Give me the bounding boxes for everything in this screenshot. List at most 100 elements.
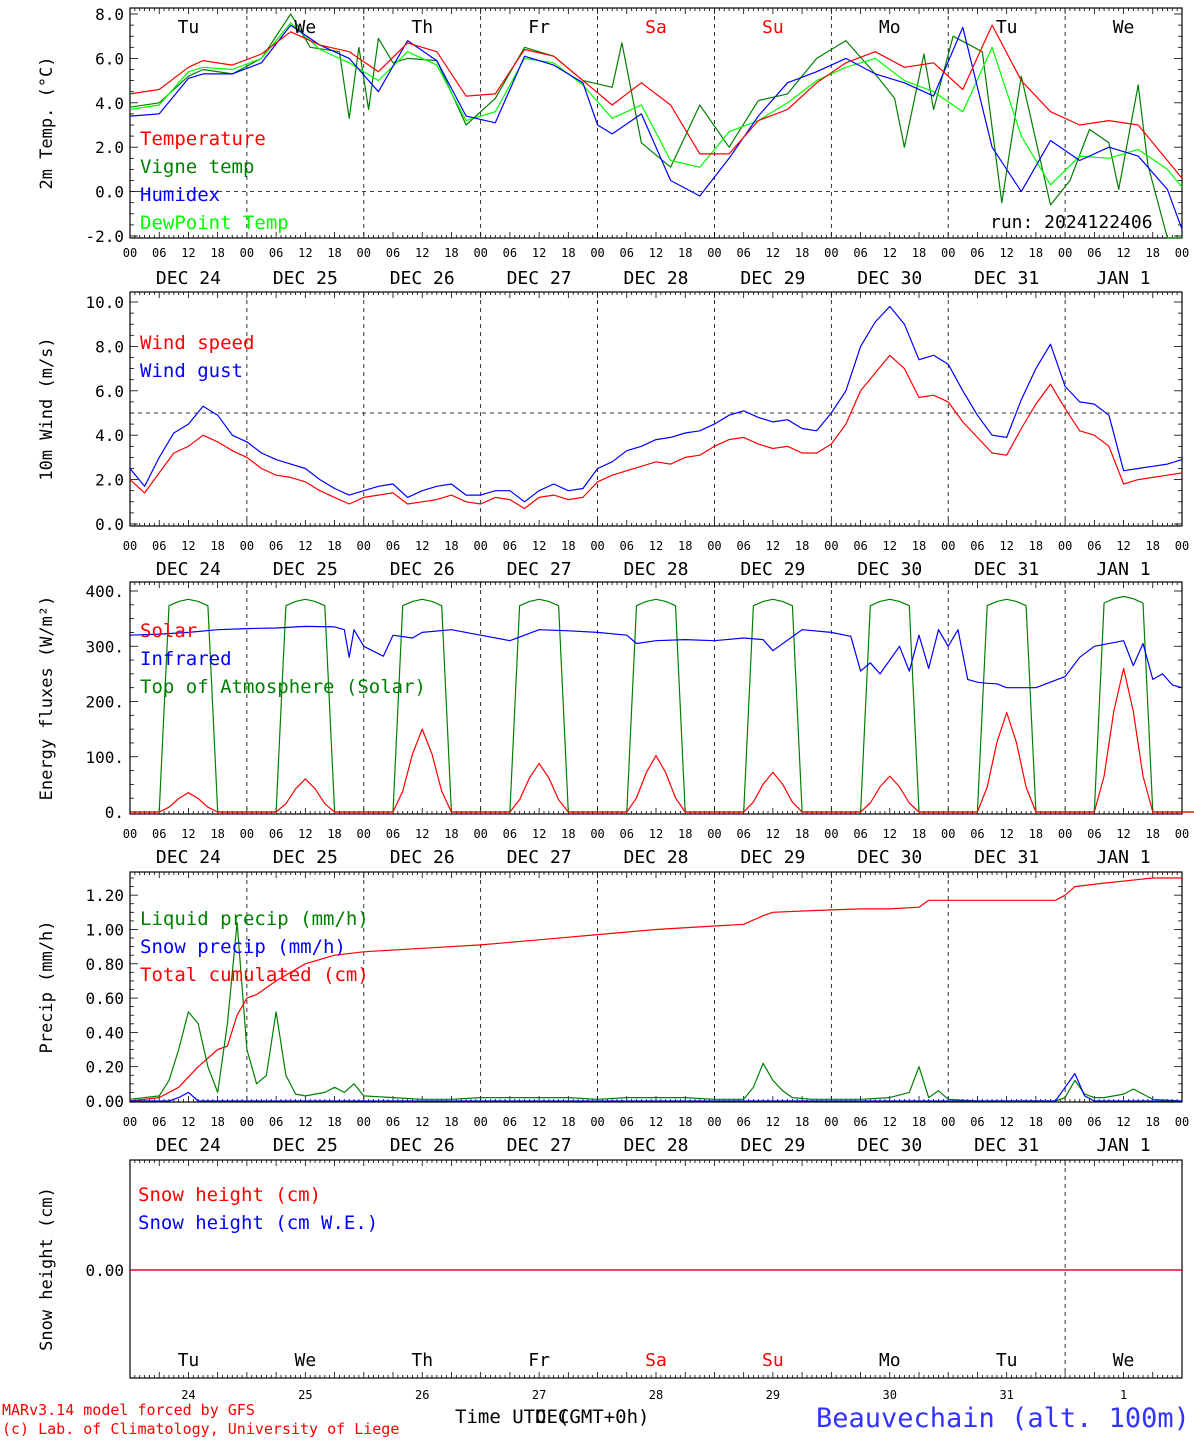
x-hour-label: 06 [269, 246, 283, 260]
x-date-label: DEC 26 [390, 847, 455, 868]
x-hour-label: 18 [678, 246, 692, 260]
x-hour-label: 00 [1058, 827, 1072, 841]
series-line-dewpoint-temp [129, 22, 1183, 188]
y-tick-label: 8.0 [95, 337, 124, 356]
y-axis-title: 10m Wind (m/s) [37, 337, 57, 480]
x-date-label: DEC 27 [507, 847, 572, 868]
x-hour-label: 06 [853, 539, 867, 553]
x-hour-label: 18 [912, 246, 926, 260]
x-date-label: DEC 27 [507, 268, 572, 289]
day-name-label: Sa [645, 17, 667, 38]
x-hour-label: 06 [736, 539, 750, 553]
y-tick-label: 0.00 [85, 1261, 124, 1280]
x-hour-label: 18 [1029, 539, 1043, 553]
x-hour-label: 00 [824, 827, 838, 841]
x-hour-label: 06 [736, 246, 750, 260]
x-hour-label: 12 [532, 539, 546, 553]
x-hour-label: 18 [444, 539, 458, 553]
x-hour-label: 00 [941, 246, 955, 260]
day-name-label: Su [762, 17, 784, 38]
x-hour-label: 00 [473, 539, 487, 553]
y-axis-title: Precip (mm/h) [37, 920, 57, 1053]
x-hour-label: 00 [707, 1115, 721, 1129]
x-hour-label: 18 [1146, 539, 1160, 553]
x-hour-label: 12 [649, 246, 663, 260]
x-hour-label: 12 [766, 246, 780, 260]
day-name-label: Tu [178, 1350, 200, 1371]
legend-entry-top-of-atmosphere-solar: Top of Atmosphere (Solar) [140, 676, 426, 698]
day-number-label: 31 [999, 1388, 1013, 1402]
x-hour-label: 00 [357, 539, 371, 553]
series-line-top-of-atmosphere-solar [130, 595, 1194, 813]
x-hour-label: 18 [444, 827, 458, 841]
x-hour-label: 12 [999, 246, 1013, 260]
legend-entry-wind-gust: Wind gust [140, 360, 243, 382]
x-date-label: DEC 27 [507, 1135, 572, 1156]
legend-entry-temperature: Temperature [140, 128, 266, 150]
x-date-label: DEC 28 [623, 268, 688, 289]
x-date-label: DEC 30 [857, 559, 922, 580]
legend-entry-wind-speed: Wind speed [140, 332, 254, 354]
series-line-infrared [129, 625, 1183, 689]
x-hour-label: 06 [970, 1115, 984, 1129]
x-hour-label: 00 [473, 827, 487, 841]
y-tick-label: -2.0 [85, 227, 124, 246]
x-hour-label: 12 [1116, 246, 1130, 260]
x-date-label: JAN 1 [1096, 268, 1150, 289]
day-name-label: We [294, 1350, 316, 1371]
x-hour-label: 12 [298, 246, 312, 260]
x-date-label: DEC 28 [623, 847, 688, 868]
y-tick-label: 0.0 [95, 515, 124, 534]
x-hour-label: 12 [766, 539, 780, 553]
x-hour-label: 18 [1029, 246, 1043, 260]
x-date-label: DEC 24 [156, 1135, 221, 1156]
x-hour-label: 00 [707, 539, 721, 553]
x-hour-label: 00 [707, 246, 721, 260]
x-hour-label: 12 [883, 539, 897, 553]
x-hour-label: 12 [415, 827, 429, 841]
x-hour-label: 18 [561, 827, 575, 841]
x-hour-label: 12 [1116, 827, 1130, 841]
x-hour-label: 00 [707, 827, 721, 841]
y-tick-label: 100. [85, 748, 124, 767]
legend-entry-snow-precip-mm-h: Snow precip (mm/h) [140, 936, 346, 958]
x-hour-label: 18 [912, 539, 926, 553]
day-name-label: Fr [528, 1350, 550, 1371]
legend-entry-vigne-temp: Vigne temp [140, 156, 254, 178]
x-hour-label: 12 [181, 246, 195, 260]
day-name-label: Tu [996, 17, 1018, 38]
x-date-label: DEC 29 [740, 559, 805, 580]
x-hour-label: 18 [561, 539, 575, 553]
x-hour-label: 06 [386, 827, 400, 841]
x-hour-label: 18 [795, 1115, 809, 1129]
x-hour-label: 00 [1175, 827, 1189, 841]
y-tick-label: 2.0 [95, 138, 124, 157]
y-tick-label: 0.60 [85, 989, 124, 1008]
x-hour-label: 00 [473, 246, 487, 260]
x-hour-label: 00 [590, 246, 604, 260]
x-hour-label: 06 [620, 539, 634, 553]
x-hour-label: 06 [386, 1115, 400, 1129]
x-date-label: DEC 28 [623, 559, 688, 580]
legend-entry-liquid-precip-mm-h: Liquid precip (mm/h) [140, 908, 369, 930]
day-name-label: We [294, 17, 316, 38]
x-hour-label: 18 [795, 246, 809, 260]
x-hour-label: 12 [298, 539, 312, 553]
x-hour-label: 12 [649, 827, 663, 841]
x-hour-label: 06 [503, 539, 517, 553]
x-hour-label: 12 [532, 1115, 546, 1129]
x-hour-label: 06 [970, 246, 984, 260]
series-line-temperature [129, 24, 1183, 179]
y-tick-label: 10.0 [85, 293, 124, 312]
day-name-label: Sa [645, 1350, 667, 1371]
x-date-label: DEC 24 [156, 268, 221, 289]
x-hour-label: 06 [620, 1115, 634, 1129]
x-hour-label: 00 [941, 827, 955, 841]
x-hour-label: 06 [1087, 827, 1101, 841]
x-date-label: DEC 30 [857, 1135, 922, 1156]
x-date-label: DEC 29 [740, 1135, 805, 1156]
x-hour-label: 18 [327, 539, 341, 553]
x-date-label: DEC 25 [273, 268, 338, 289]
y-tick-label: 0.80 [85, 955, 124, 974]
x-hour-label: 00 [590, 1115, 604, 1129]
